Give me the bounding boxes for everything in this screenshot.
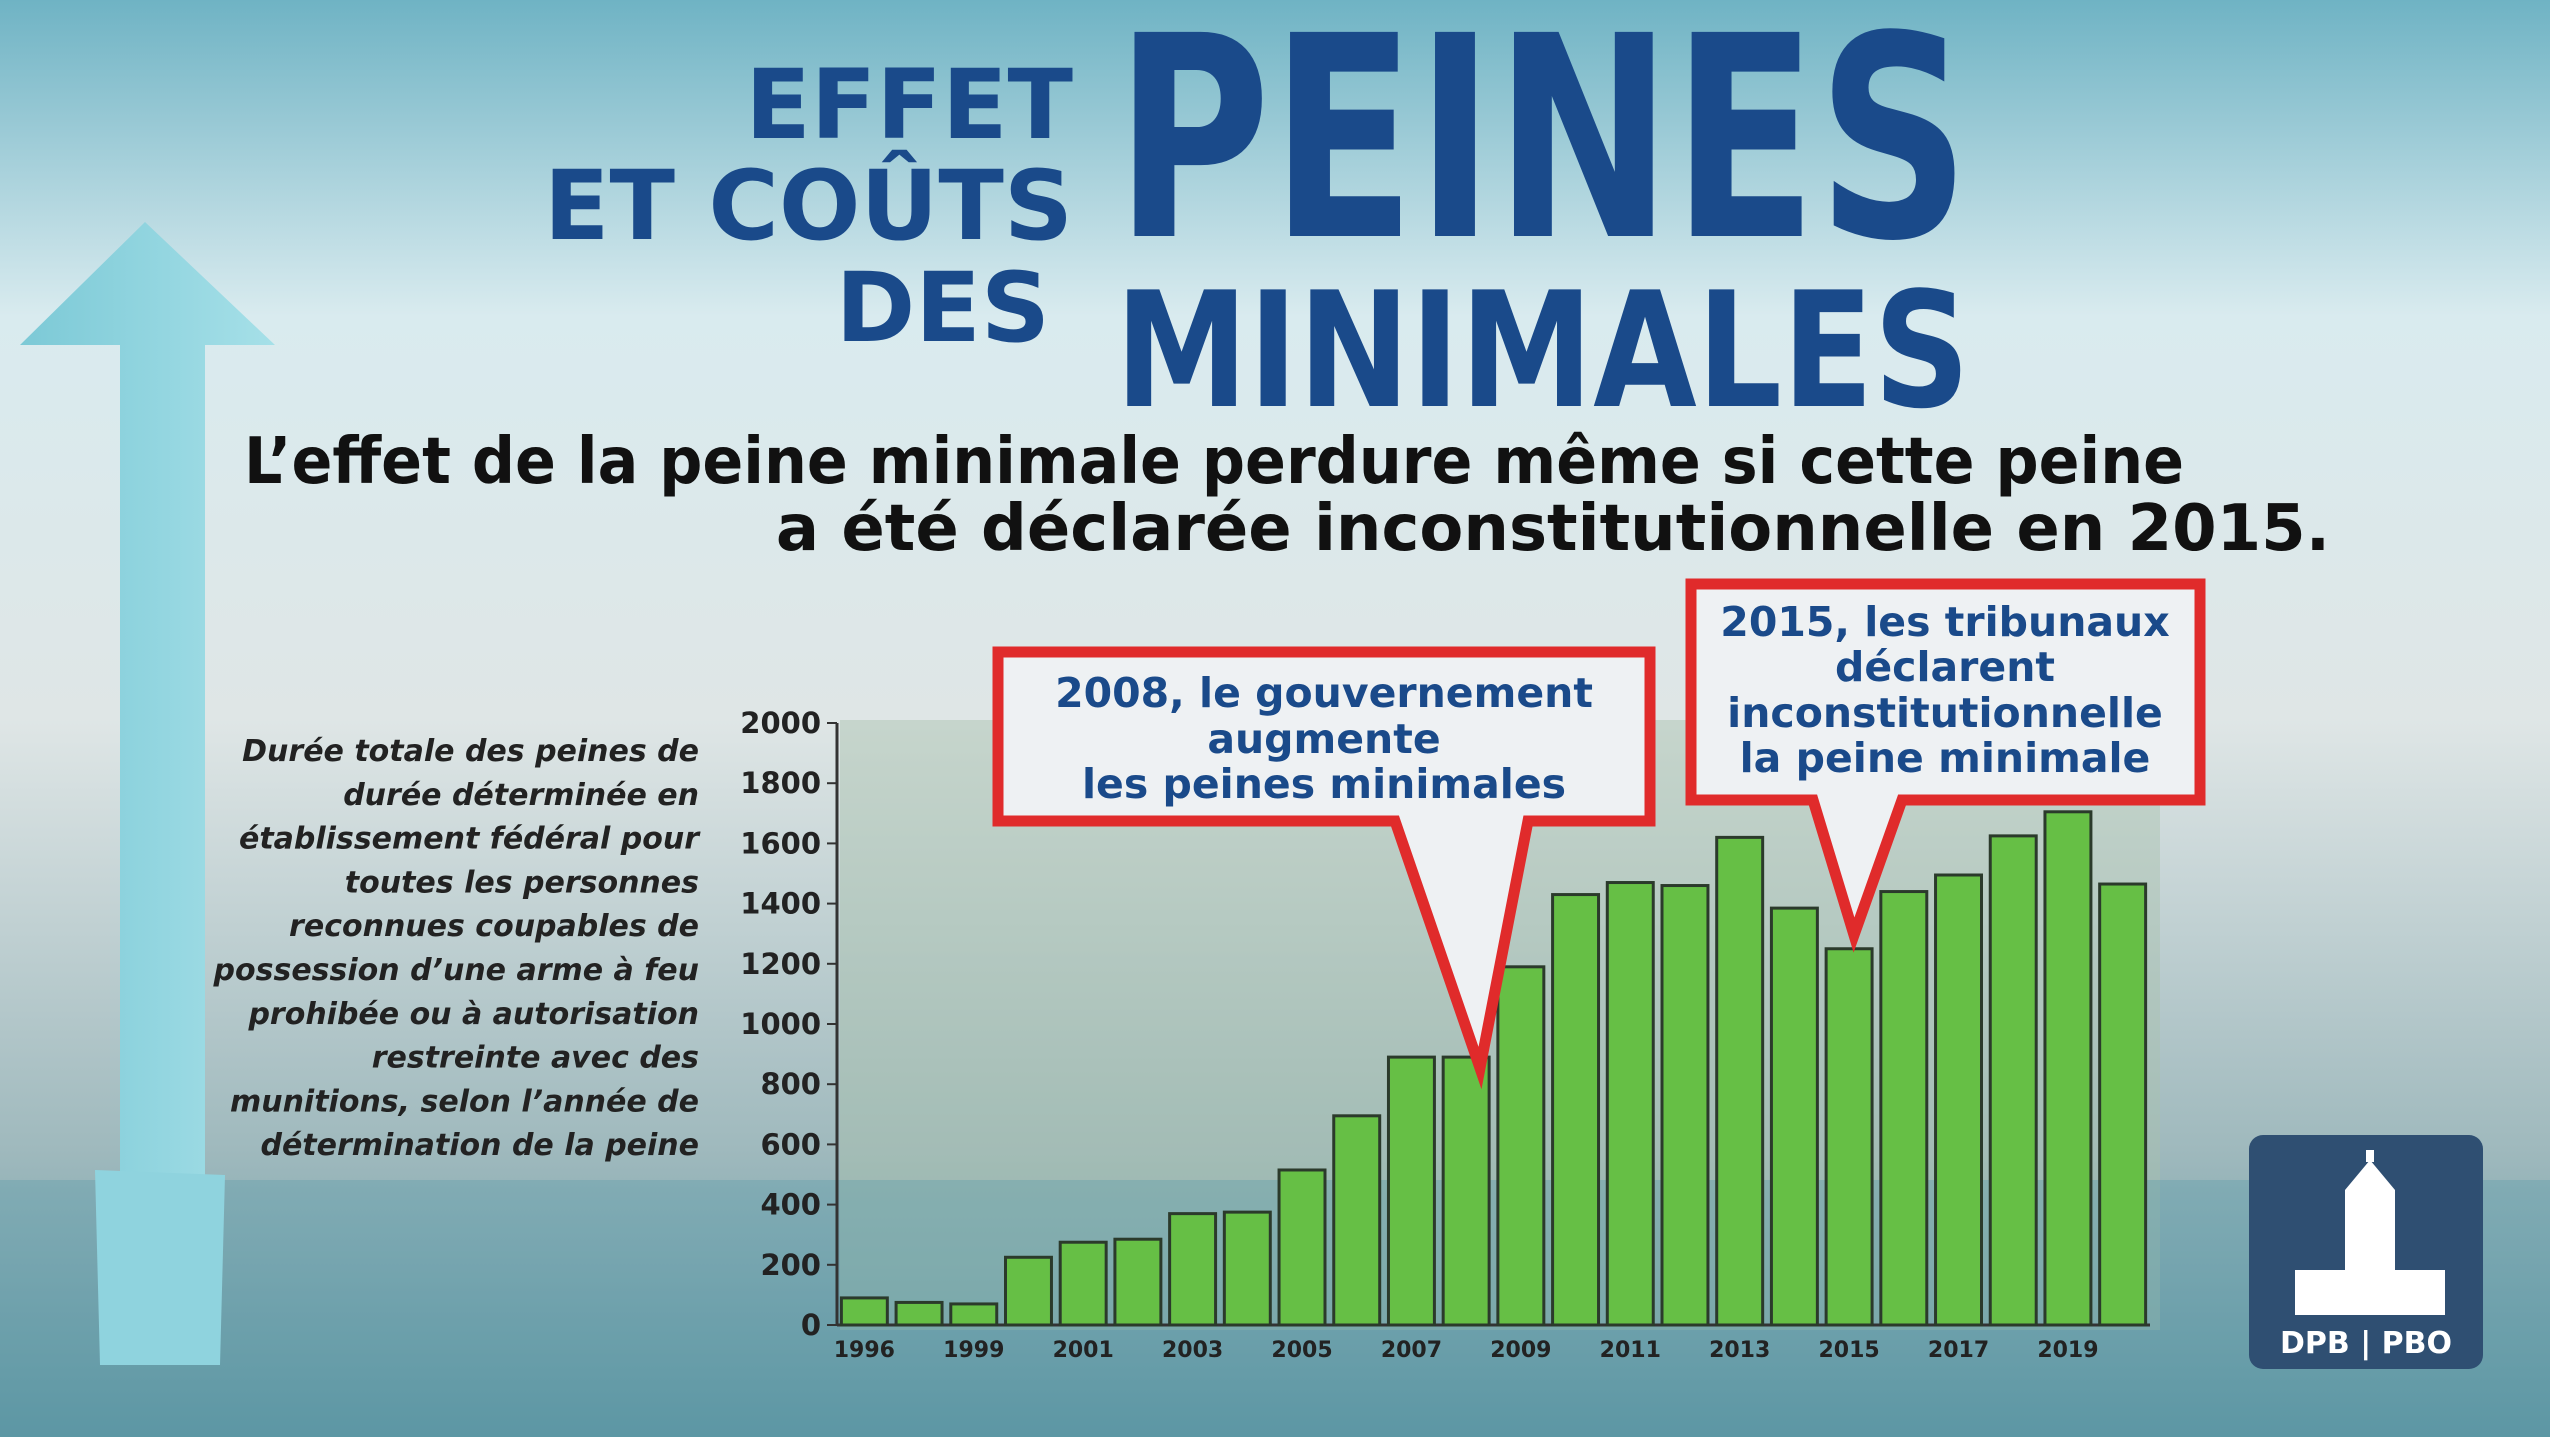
- x-tick-label: 2013: [1709, 1338, 1770, 1363]
- bar: [894, 1300, 944, 1327]
- x-tick-label: 2005: [1271, 1338, 1332, 1363]
- bar: [1988, 834, 2038, 1327]
- bar: [1496, 965, 1546, 1327]
- x-tick-label: 2019: [2037, 1338, 2098, 1363]
- x-tick-label: 1999: [943, 1338, 1004, 1363]
- y-tick-label: 2000: [740, 706, 821, 740]
- bar: [1222, 1210, 1272, 1327]
- y-tick-label: 1200: [740, 947, 821, 981]
- logo-icon: [2295, 1150, 2445, 1315]
- x-tick-label: 1996: [834, 1338, 895, 1363]
- bar: [1386, 1055, 1436, 1327]
- bar: [1332, 1114, 1382, 1327]
- y-tick-label: 1600: [740, 826, 821, 860]
- annotation-box: [1685, 578, 2206, 953]
- description: prohibée ou à autorisation: [247, 997, 699, 1032]
- title-small: EFFET: [745, 49, 1073, 161]
- description: munitions, selon l’année de: [230, 1084, 699, 1119]
- annotation-text: déclarent: [1835, 643, 2055, 691]
- description: établissement fédéral pour: [239, 822, 701, 857]
- bar: [1004, 1255, 1053, 1327]
- title-small: ET COÛTS: [544, 149, 1073, 262]
- logo-text: DPB | PBO: [2280, 1326, 2452, 1361]
- annotation-box: [992, 646, 1656, 1090]
- bar: [949, 1302, 999, 1327]
- y-tick-label: 0: [801, 1308, 821, 1342]
- y-tick-label: 400: [760, 1188, 821, 1222]
- bar: [1551, 893, 1601, 1327]
- x-tick-label: 2017: [1928, 1338, 1989, 1363]
- x-tick-label: 2003: [1162, 1338, 1223, 1363]
- y-tick-label: 1000: [740, 1007, 821, 1041]
- title-large: PEINES: [1115, 0, 1970, 303]
- bar: [1058, 1240, 1108, 1327]
- annotation-text: 2008, le gouvernement: [1055, 669, 1593, 717]
- bar: [1824, 947, 1874, 1327]
- x-tick-label: 2009: [1490, 1338, 1551, 1363]
- y-tick-label: 200: [760, 1248, 821, 1282]
- y-tick-label: 600: [760, 1127, 821, 1161]
- bar: [1113, 1237, 1163, 1327]
- description: toutes les personnes: [345, 865, 699, 900]
- bar: [1277, 1168, 1327, 1327]
- description: Durée totale des peines de: [242, 734, 699, 769]
- description: possession d’une arme à feu: [213, 953, 699, 988]
- bar: [1879, 890, 1929, 1327]
- x-tick-label: 2007: [1381, 1338, 1442, 1363]
- arrow-ribbon: [95, 1170, 225, 1365]
- description: reconnues coupables de: [289, 909, 699, 944]
- bar: [1660, 884, 1710, 1327]
- bar: [1715, 835, 1765, 1327]
- floor: [0, 1180, 2550, 1437]
- bar: [1769, 906, 1819, 1327]
- bar: [1605, 881, 1655, 1327]
- annotation-text: 2015, les tribunaux: [1720, 598, 2169, 646]
- subtitle: L’effet de la peine minimale perdure mêm…: [244, 425, 2184, 499]
- bar: [1168, 1212, 1218, 1327]
- description: détermination de la peine: [260, 1128, 699, 1163]
- bar: [1934, 873, 1983, 1327]
- x-tick-label: 2015: [1818, 1338, 1879, 1363]
- bar: [839, 1296, 889, 1327]
- x-tick-label: 2011: [1600, 1338, 1661, 1363]
- x-tick-label: 2001: [1053, 1338, 1114, 1363]
- title-large: MINIMALES: [1115, 257, 1970, 444]
- y-tick-label: 1400: [740, 887, 821, 921]
- description: durée déterminée en: [343, 778, 699, 813]
- arrow: [20, 222, 275, 1200]
- y-tick-label: 1800: [740, 766, 821, 800]
- description: restreinte avec des: [372, 1041, 699, 1076]
- bar: [2098, 882, 2148, 1327]
- title-small: DES: [836, 252, 1050, 364]
- annotation-text: inconstitutionnelle: [1727, 689, 2163, 737]
- bar: [2043, 810, 2093, 1327]
- bar: [1441, 1055, 1491, 1327]
- y-tick-label: 800: [760, 1067, 821, 1101]
- annotation-text: les peines minimales: [1082, 760, 1566, 808]
- annotation-text: augmente: [1207, 715, 1440, 763]
- annotation-text: la peine minimale: [1740, 734, 2151, 782]
- subtitle: a été déclarée inconstitutionnelle en 20…: [776, 492, 2330, 566]
